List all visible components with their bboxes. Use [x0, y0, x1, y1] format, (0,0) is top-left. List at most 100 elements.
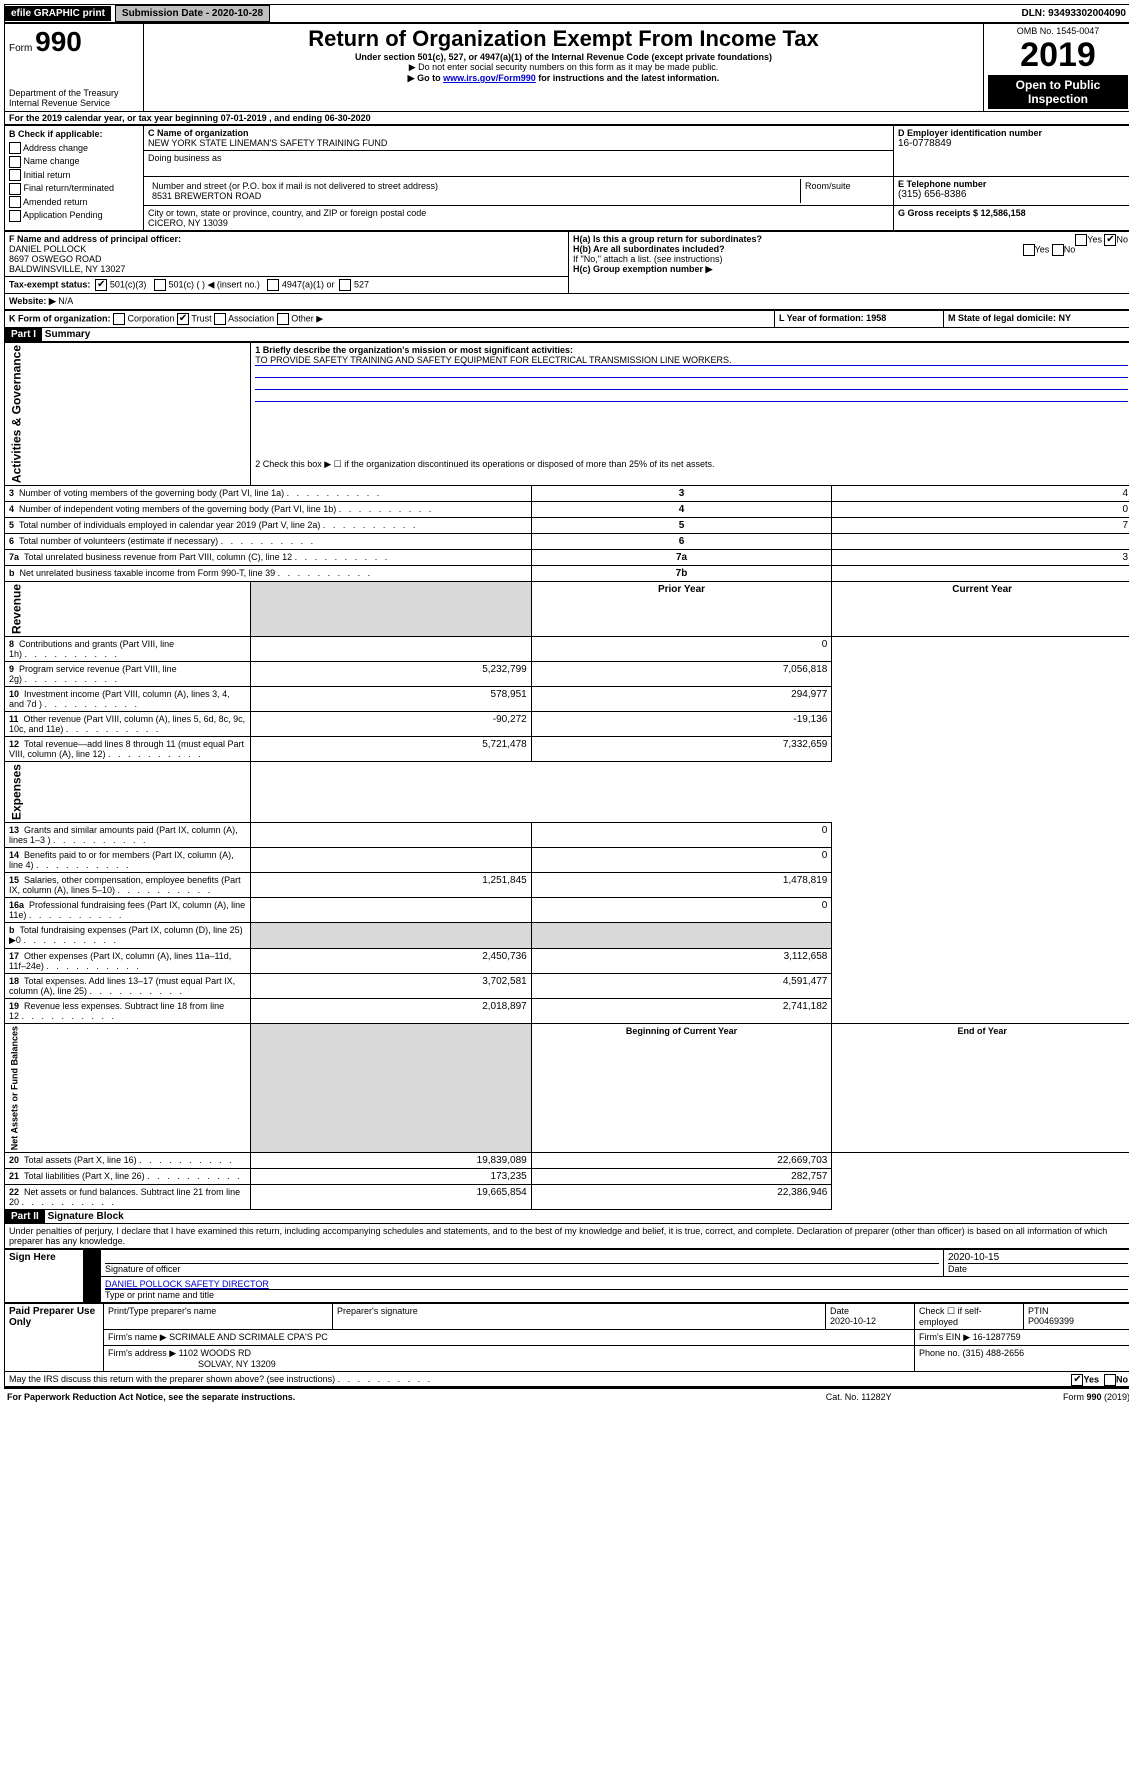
tax-year: 2019 — [988, 36, 1128, 75]
b-opt-0[interactable]: Address change — [23, 143, 88, 153]
b-opt-2[interactable]: Initial return — [24, 170, 71, 180]
note2: ▶ Go to www.irs.gov/Form990 for instruct… — [148, 73, 979, 84]
domicile: M State of legal domicile: NY — [944, 311, 1129, 328]
dba-label: Doing business as — [148, 153, 889, 163]
form-title: Return of Organization Exempt From Incom… — [148, 26, 979, 52]
part1-title: Summary — [45, 329, 91, 340]
gov-sidebar: Activities & Governance — [5, 343, 251, 486]
b-opt-1[interactable]: Name change — [24, 156, 80, 166]
note2c: for instructions and the latest informat… — [536, 73, 720, 83]
officer-addr1: 8697 OSWEGO ROAD — [9, 254, 564, 264]
city-label: City or town, state or province, country… — [148, 208, 889, 218]
hb-no[interactable]: No — [1064, 244, 1076, 254]
ha-no[interactable]: No — [1116, 234, 1128, 244]
gross-receipts: G Gross receipts $ 12,586,158 — [894, 206, 1129, 231]
e-label: E Telephone number — [898, 179, 1128, 189]
summary-row: 6 Total number of volunteers (estimate i… — [5, 534, 1129, 550]
summary-row: 10 Investment income (Part VIII, column … — [5, 687, 1129, 712]
officer-typed: DANIEL POLLOCK SAFETY DIRECTOR — [105, 1279, 1128, 1290]
prep-date-label: Date — [830, 1306, 849, 1316]
form-footer: Form 990 (2019) — [950, 1391, 1129, 1403]
d-label: D Employer identification number — [898, 128, 1128, 138]
rev-sidebar: Revenue — [5, 582, 251, 637]
i-4947[interactable]: 4947(a)(1) or — [282, 279, 335, 289]
firm-city: SOLVAY, NY 13209 — [108, 1359, 276, 1369]
summary-row: 11 Other revenue (Part VIII, column (A),… — [5, 712, 1129, 737]
summary-row: 3 Number of voting members of the govern… — [5, 486, 1129, 502]
b-opt-5[interactable]: Application Pending — [23, 210, 103, 220]
open-public: Open to Public Inspection — [988, 75, 1128, 109]
klm-block: K Form of organization: Corporation ✔ Tr… — [4, 310, 1129, 328]
q2: 2 Check this box ▶ ☐ if the organization… — [251, 457, 1129, 486]
sig-date: 2020-10-15 — [948, 1252, 1128, 1264]
firm-ein: Firm's EIN ▶ 16-1287759 — [915, 1330, 1129, 1346]
i-501c3[interactable]: 501(c)(3) — [110, 279, 147, 289]
part1-bar: Part I Summary — [4, 328, 1129, 342]
b-opt-3[interactable]: Final return/terminated — [24, 183, 115, 193]
subtitle: Under section 501(c), 527, or 4947(a)(1)… — [148, 52, 979, 62]
street: 8531 BREWERTON ROAD — [152, 191, 796, 201]
summary-row: 16a Professional fundraising fees (Part … — [5, 898, 1129, 923]
room-label: Room/suite — [801, 179, 890, 203]
prior-hdr: Prior Year — [531, 582, 832, 637]
b-opt-4[interactable]: Amended return — [23, 197, 88, 207]
k-trust[interactable]: Trust — [191, 313, 211, 323]
prep-sig-label: Preparer's signature — [333, 1304, 826, 1330]
header-table: Form 990 Department of the Treasury Inte… — [4, 23, 1129, 112]
officer-name: DANIEL POLLOCK — [9, 244, 564, 254]
note2a: ▶ Go to — [408, 73, 443, 83]
net-sidebar: Net Assets or Fund Balances — [5, 1024, 251, 1153]
beg-hdr: Beginning of Current Year — [531, 1024, 832, 1153]
h-c: H(c) Group exemption number ▶ — [573, 264, 1128, 275]
summary-row: 12 Total revenue—add lines 8 through 11 … — [5, 737, 1129, 762]
summary-row: 18 Total expenses. Add lines 13–17 (must… — [5, 974, 1129, 999]
sign-block: Sign Here Signature of officer 2020-10-1… — [4, 1249, 1129, 1303]
discuss-row: May the IRS discuss this return with the… — [4, 1372, 1129, 1387]
summary-row: 15 Salaries, other compensation, employe… — [5, 873, 1129, 898]
date-label: Date — [948, 1264, 1128, 1274]
efile-label: efile GRAPHIC print — [5, 6, 111, 21]
section-a: For the 2019 calendar year, or tax year … — [4, 112, 1129, 125]
summary-row: 14 Benefits paid to or for members (Part… — [5, 848, 1129, 873]
ha-yes[interactable]: Yes — [1087, 234, 1102, 244]
mission: TO PROVIDE SAFETY TRAINING AND SAFETY EQ… — [255, 355, 1128, 366]
section-b: B Check if applicable: Address change Na… — [5, 126, 144, 231]
tax-exempt-row: Tax-exempt status: ✔ 501(c)(3) 501(c) ( … — [5, 277, 569, 294]
self-employed[interactable]: Check ☐ if self-employed — [915, 1304, 1024, 1330]
k-corp[interactable]: Corporation — [128, 313, 175, 323]
ptin: P00469399 — [1028, 1316, 1074, 1326]
exp-sidebar: Expenses — [5, 762, 251, 823]
summary-row: b Total fundraising expenses (Part IX, c… — [5, 923, 1129, 949]
ein: 16-0778849 — [898, 138, 1128, 149]
discuss-no[interactable]: No — [1116, 1375, 1128, 1385]
phone: (315) 656-8386 — [898, 189, 1128, 200]
summary-row: 9 Program service revenue (Part VIII, li… — [5, 662, 1129, 687]
top-bar: efile GRAPHIC print Submission Date - 20… — [4, 4, 1129, 23]
firm-addr: Firm's address ▶ 1102 WOODS RD — [108, 1348, 251, 1358]
b-label: B Check if applicable: — [9, 129, 103, 139]
q1-label: 1 Briefly describe the organization's mi… — [255, 345, 1128, 355]
hb-yes[interactable]: Yes — [1035, 244, 1050, 254]
summary-row: 4 Number of independent voting members o… — [5, 502, 1129, 518]
summary-row: 7a Total unrelated business revenue from… — [5, 550, 1129, 566]
h-a: H(a) Is this a group return for subordin… — [573, 234, 1128, 244]
j-label: Website: ▶ — [9, 296, 56, 306]
discuss-yes[interactable]: Yes — [1083, 1375, 1099, 1385]
k-assoc[interactable]: Association — [228, 313, 274, 323]
form-number: 990 — [35, 26, 82, 57]
k-other[interactable]: Other ▶ — [291, 313, 323, 323]
part2-bar: Part II Signature Block — [4, 1210, 1129, 1224]
city: CICERO, NY 13039 — [148, 218, 889, 228]
i-527[interactable]: 527 — [354, 279, 369, 289]
year-formation: L Year of formation: 1958 — [775, 311, 944, 328]
part1-label: Part I — [5, 328, 42, 341]
summary-row: 21 Total liabilities (Part X, line 26)17… — [5, 1169, 1129, 1185]
irs-link[interactable]: www.irs.gov/Form990 — [443, 73, 536, 83]
summary-row: b Net unrelated business taxable income … — [5, 566, 1129, 582]
i-label: Tax-exempt status: — [9, 279, 90, 289]
firm-name: Firm's name ▶ SCRIMALE AND SCRIMALE CPA'… — [104, 1330, 915, 1346]
fh-block: F Name and address of principal officer:… — [4, 231, 1129, 310]
end-hdr: End of Year — [832, 1024, 1129, 1153]
i-501c[interactable]: 501(c) ( ) ◀ (insert no.) — [168, 279, 259, 289]
summary-row: 22 Net assets or fund balances. Subtract… — [5, 1185, 1129, 1210]
